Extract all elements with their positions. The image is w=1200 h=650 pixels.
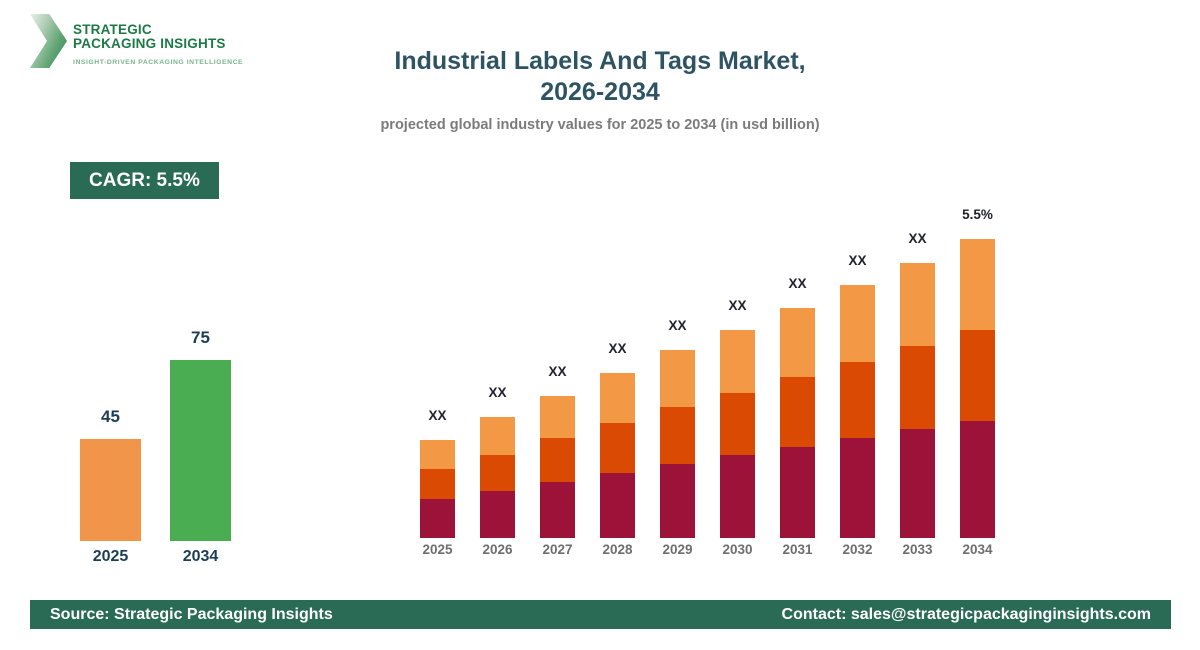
brand-name: STRATEGIC PACKAGING INSIGHTS	[73, 23, 243, 51]
stacked-bar-column: XX 2028	[600, 341, 635, 558]
brand-logo: STRATEGIC PACKAGING INSIGHTS INSIGHT-DRI…	[30, 14, 243, 68]
title-block: Industrial Labels And Tags Market, 2026-…	[0, 46, 1200, 133]
footer-bar: Source: Strategic Packaging Insights Con…	[30, 600, 1171, 629]
cagr-badge: CAGR: 5.5%	[70, 162, 219, 199]
page-title-line2: 2026-2034	[540, 78, 660, 106]
stacked-bar-top-label: XX	[848, 253, 867, 268]
segment-middle-segment	[540, 438, 575, 482]
segment-top-segment	[420, 440, 455, 469]
segment-bottom-segment	[480, 491, 515, 538]
segment-top-segment	[660, 350, 695, 407]
stacked-bar-top-label: XX	[548, 364, 567, 379]
segment-middle-segment	[420, 469, 455, 499]
stacked-bar-top-label: XX	[908, 231, 927, 246]
segment-bottom-segment	[840, 438, 875, 538]
stacked-bar-year-label: 2034	[962, 542, 993, 557]
segment-middle-segment	[480, 455, 515, 491]
mini-bar-year-label: 2025	[92, 548, 129, 565]
segment-top-segment	[960, 239, 995, 330]
stacked-bar-top-label: XX	[728, 298, 747, 313]
stacked-bar-year-label: 2031	[782, 542, 813, 557]
segment-top-segment	[600, 373, 635, 423]
segment-bottom-segment	[600, 473, 635, 538]
stacked-bar-column: XX 2031	[780, 276, 815, 558]
stacked-bar-top-label: XX	[608, 341, 627, 356]
mini-bar-column: 45 2025	[80, 407, 141, 566]
stacked-bar-year-label: 2028	[602, 542, 633, 557]
stacked-bar-top-label: 5.5%	[962, 207, 993, 222]
stacked-bar-column: 5.5% 2034	[960, 207, 995, 558]
mini-bar	[80, 439, 141, 541]
stacked-bar-column: XX 2029	[660, 318, 695, 558]
segment-bottom-segment	[780, 447, 815, 538]
stacked-bar-column: XX 2025	[420, 408, 455, 558]
stacked-bar-top-label: XX	[428, 408, 447, 423]
stacked-bar-column: XX 2027	[540, 364, 575, 558]
segment-bottom-segment	[720, 455, 755, 538]
stacked-bar-year-label: 2025	[422, 542, 453, 557]
stacked-bar-column: XX 2026	[480, 385, 515, 558]
stacked-bar-column: XX 2030	[720, 298, 755, 558]
segment-middle-segment	[780, 377, 815, 447]
page-subtitle: projected global industry values for 202…	[380, 117, 820, 133]
segment-middle-segment	[840, 362, 875, 438]
segment-top-segment	[540, 396, 575, 438]
stacked-bar-column: XX 2033	[900, 231, 935, 558]
segment-bottom-segment	[960, 421, 995, 538]
stacked-bar-year-label: 2032	[842, 542, 873, 557]
stacked-bar-top-label: XX	[788, 276, 807, 291]
stacked-bar-year-label: 2030	[722, 542, 753, 557]
segment-middle-segment	[660, 407, 695, 464]
stacked-bar-year-label: 2026	[482, 542, 513, 557]
segment-top-segment	[900, 263, 935, 346]
brand-name-line1: STRATEGIC	[73, 22, 152, 37]
page-title-line1: Industrial Labels And Tags Market,	[394, 47, 806, 75]
segment-top-segment	[780, 308, 815, 377]
segment-bottom-segment	[420, 499, 455, 538]
brand-text: STRATEGIC PACKAGING INSIGHTS INSIGHT-DRI…	[73, 14, 244, 67]
segment-middle-segment	[960, 330, 995, 421]
segment-middle-segment	[720, 393, 755, 455]
brand-tagline: INSIGHT-DRIVEN PACKAGING INTELLIGENCE	[73, 59, 244, 66]
segment-bottom-segment	[660, 464, 695, 538]
stacked-bar-column: XX 2032	[840, 253, 875, 558]
segment-top-segment	[480, 417, 515, 455]
segment-bottom-segment	[540, 482, 575, 538]
mini-bar-column: 75 2034	[170, 328, 231, 566]
stacked-bar-year-label: 2027	[542, 542, 573, 557]
stacked-bar-chart: XX 2025 XX 2026 XX 2027 XX 2028 XX 2029 XX 2030 XX 20…	[420, 207, 995, 558]
stacked-bar-year-label: 2033	[902, 542, 933, 557]
segment-bottom-segment	[900, 429, 935, 538]
segment-middle-segment	[600, 423, 635, 473]
mini-bar-value-label: 75	[191, 328, 210, 347]
page-title: Industrial Labels And Tags Market, 2026-…	[0, 46, 1200, 108]
stacked-bar-top-label: XX	[668, 318, 687, 333]
segment-top-segment	[720, 330, 755, 393]
stacked-bar-top-label: XX	[488, 385, 507, 400]
mini-comparison-chart: 45 2025 75 2034	[80, 328, 231, 566]
segment-middle-segment	[900, 346, 935, 429]
mini-bar-value-label: 45	[101, 407, 120, 426]
mini-bar	[170, 360, 231, 541]
stacked-bar-year-label: 2029	[662, 542, 693, 557]
footer-contact: Contact: sales@strategicpackaginginsight…	[781, 605, 1151, 623]
segment-top-segment	[840, 285, 875, 362]
mini-bar-year-label: 2034	[182, 548, 219, 565]
brand-name-line2: PACKAGING INSIGHTS	[73, 36, 226, 51]
footer-source: Source: Strategic Packaging Insights	[50, 605, 333, 623]
